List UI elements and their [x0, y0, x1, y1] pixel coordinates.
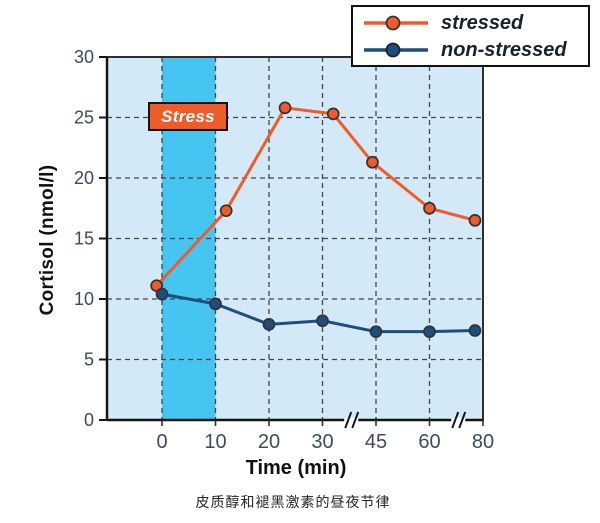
legend-label-non-stressed: non-stressed	[441, 38, 567, 61]
non-stressed-legend-marker-icon	[385, 42, 401, 57]
chart-legend: stressed non-stressed	[351, 5, 590, 67]
y-tick-label: 10	[74, 289, 94, 309]
data-point-non-stressed	[423, 325, 436, 339]
y-tick-label: 20	[74, 168, 94, 188]
x-tick-label: 60	[418, 431, 440, 453]
data-point-stressed	[219, 204, 233, 218]
y-tick-label: 25	[74, 108, 94, 128]
x-axis-title: Time (min)	[245, 457, 347, 479]
data-point-stressed	[468, 214, 482, 227]
stressed-legend-marker-icon	[385, 15, 401, 30]
stress-annotation-box: Stress	[148, 102, 228, 131]
data-point-stressed	[278, 101, 292, 115]
x-tick-label: 0	[156, 431, 167, 453]
data-point-non-stressed	[316, 314, 329, 328]
data-point-non-stressed	[262, 318, 276, 331]
x-tick-label: 30	[311, 431, 333, 453]
legend-item-non-stressed: non-stressed	[363, 36, 588, 63]
y-tick-label: 15	[74, 229, 94, 249]
legend-label-stressed: stressed	[441, 11, 524, 34]
data-point-stressed	[326, 107, 340, 121]
y-axis-title: Cortisol (nmol/l)	[37, 164, 58, 316]
data-point-non-stressed	[155, 287, 169, 301]
y-tick-label: 30	[74, 47, 94, 67]
non-stressed-line-swatch	[364, 42, 428, 57]
legend-item-stressed: stressed	[363, 9, 588, 36]
axis-break-slash	[351, 411, 360, 429]
y-tick-label: 5	[84, 350, 94, 370]
axis-break-gap	[344, 418, 359, 422]
x-tick-label: 80	[472, 431, 494, 453]
chart-plot-area: 0 5 10 15 20 25 30 0 10 20 30 45 60 80	[74, 47, 494, 453]
axis-break-gap	[451, 418, 466, 422]
x-tick-label: 20	[258, 431, 280, 453]
x-tick-label: 10	[204, 431, 226, 453]
data-point-stressed	[423, 201, 436, 215]
data-point-non-stressed	[209, 297, 222, 311]
x-tick-label: 45	[365, 431, 387, 453]
data-point-non-stressed	[468, 324, 482, 337]
axis-break-slash	[458, 411, 467, 429]
axis-break-slash	[344, 411, 353, 429]
data-point-stressed	[366, 155, 379, 169]
stressed-line-swatch	[364, 15, 428, 30]
axis-break-slash	[451, 411, 460, 429]
data-point-non-stressed	[369, 325, 383, 339]
figure-caption: 皮质醇和褪黑激素的昼夜节律	[195, 496, 391, 511]
y-tick-label: 0	[84, 410, 94, 430]
